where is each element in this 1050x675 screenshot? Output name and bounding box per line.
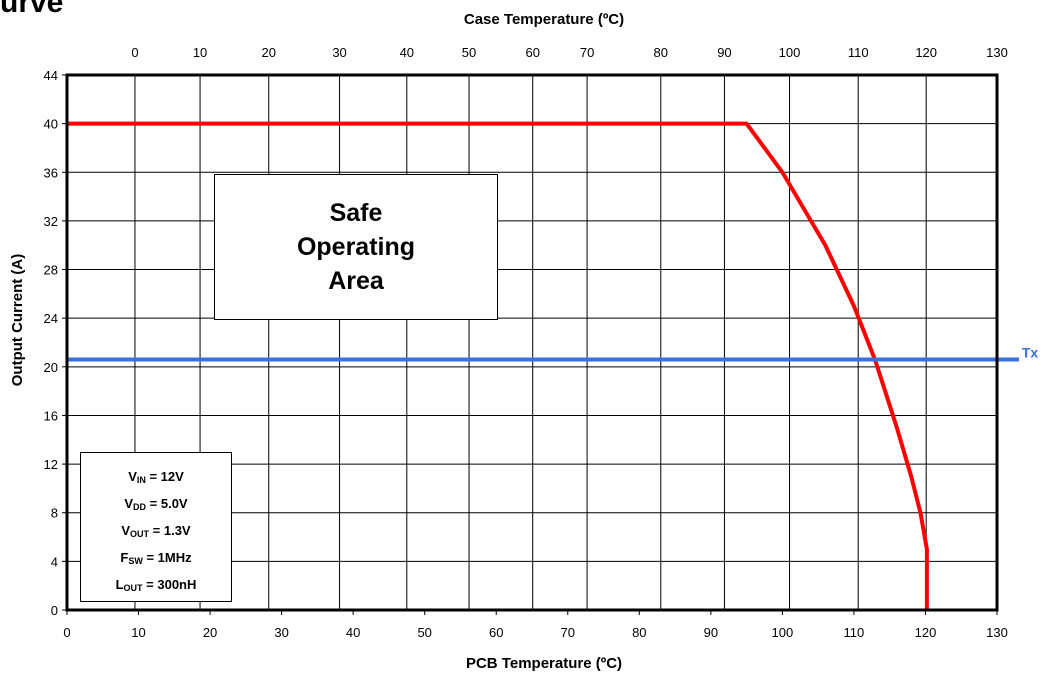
condition-line: VIN = 12V (81, 465, 231, 492)
y-tick-label: 44 (44, 68, 58, 83)
condition-value: = 1MHz (142, 550, 192, 565)
condition-subscript: DD (133, 502, 147, 512)
x-tick-label: 90 (704, 625, 718, 640)
condition-subscript: OUT (123, 583, 143, 593)
x-tick-label: 60 (489, 625, 503, 640)
case-temp-tick-label: 30 (332, 45, 346, 60)
condition-subscript: SW (128, 556, 143, 566)
series-label-tx: Tx (1022, 345, 1039, 361)
condition-subscript: OUT (130, 529, 150, 539)
condition-line: LOUT = 300nH (81, 573, 231, 600)
plot-frame (65, 73, 999, 612)
case-temp-tick-label: 130 (986, 45, 1008, 60)
case-temp-tick-label: 60 (525, 45, 539, 60)
case-temp-tick-labels: 0 10 20 30 40 50 60 70 80 90 100 110 120 130 (131, 45, 1008, 60)
y-tick-label: 12 (44, 457, 58, 472)
condition-value: = 5.0V (146, 496, 188, 511)
condition-line: VOUT = 1.3V (81, 519, 231, 546)
y-tick-label: 16 (44, 408, 58, 423)
condition-line: VDD = 5.0V (81, 492, 231, 519)
condition-symbol: V (128, 469, 137, 484)
x-tick-label: 30 (274, 625, 288, 640)
series-group (67, 121, 1019, 610)
case-temp-tick-label: 50 (462, 45, 476, 60)
condition-symbol: L (115, 577, 124, 592)
condition-value: = 1.3V (149, 523, 191, 538)
x-tick-label: 130 (986, 625, 1008, 640)
case-temp-tick-label: 70 (580, 45, 594, 60)
operating-conditions-box: VIN = 12V VDD = 5.0V VOUT = 1.3V FSW = 1MHz… (80, 452, 232, 602)
page-title: urve (0, 0, 64, 19)
y-tick-label: 32 (44, 214, 58, 229)
safe-operating-area-label: Safe Operating Area (296, 199, 416, 295)
x-tick-label: 120 (915, 625, 937, 640)
condition-subscript: IN (136, 475, 146, 485)
x-tick-label: 110 (844, 625, 865, 640)
case-temp-tick-label: 110 (848, 45, 869, 60)
y-tick-label: 8 (51, 506, 58, 521)
case-temp-tick-label: 20 (262, 45, 276, 60)
condition-symbol: F (120, 550, 129, 565)
tick-marks (62, 74, 998, 615)
condition-value: = 12V (145, 469, 184, 484)
y-tick-labels: 0 4 8 12 16 20 24 28 32 36 40 44 (44, 68, 58, 618)
condition-symbol: V (121, 523, 131, 538)
case-temp-tick-label: 10 (193, 45, 207, 60)
y-axis-title: Output Current (A) (9, 254, 26, 386)
x-tick-label: 70 (561, 625, 575, 640)
y-tick-label: 28 (44, 263, 58, 278)
y-tick-label: 36 (44, 165, 58, 180)
x-tick-label: 100 (772, 625, 794, 640)
case-temp-tick-label: 90 (717, 45, 731, 60)
y-tick-label: 0 (51, 603, 58, 618)
case-temp-tick-label: 120 (915, 45, 937, 60)
top-axis-title: Case Temperature (ºC) (464, 11, 624, 28)
x-tick-label: 20 (203, 625, 217, 640)
x-tick-labels: 0 10 20 30 40 50 60 70 80 90 100 110 120 130 (63, 625, 1007, 640)
condition-symbol: V (124, 496, 134, 511)
case-temp-tick-label: 100 (779, 45, 801, 60)
condition-value: = 300nH (142, 577, 197, 592)
y-tick-label: 24 (44, 311, 58, 326)
y-tick-label: 4 (51, 554, 58, 569)
x-tick-label: 80 (632, 625, 646, 640)
x-tick-label: 50 (417, 625, 431, 640)
x-tick-label: 0 (63, 625, 70, 640)
case-temp-tick-label: 0 (131, 45, 138, 60)
case-temp-tick-label: 40 (400, 45, 414, 60)
x-axis-title: PCB Temperature (ºC) (466, 655, 622, 672)
x-tick-label: 40 (346, 625, 360, 640)
y-tick-label: 40 (44, 117, 58, 132)
y-tick-label: 20 (44, 360, 58, 375)
case-temp-tick-label: 80 (654, 45, 668, 60)
x-tick-label: 10 (131, 625, 145, 640)
condition-line: FSW = 1MHz (81, 546, 231, 573)
safe-operating-area-box: Safe Operating Area (214, 174, 498, 320)
